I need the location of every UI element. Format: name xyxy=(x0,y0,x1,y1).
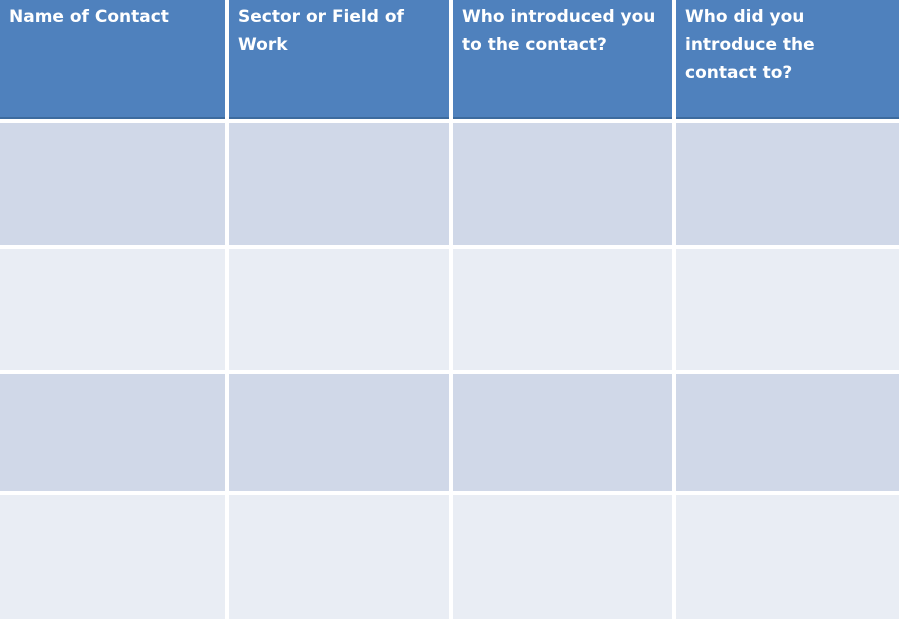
table-cell[interactable] xyxy=(0,123,225,245)
table-row xyxy=(0,495,899,619)
table-row xyxy=(0,123,899,245)
column-header-name-of-contact: Name of Contact xyxy=(0,0,225,119)
table-cell[interactable] xyxy=(676,123,899,245)
table-cell[interactable] xyxy=(229,495,449,619)
column-header-who-introduced-you: Who introduced you to the contact? xyxy=(453,0,672,119)
table-cell[interactable] xyxy=(0,495,225,619)
table-cell[interactable] xyxy=(453,249,672,370)
table-cell[interactable] xyxy=(676,249,899,370)
table-cell[interactable] xyxy=(229,123,449,245)
table-cell[interactable] xyxy=(229,249,449,370)
table-header-row: Name of Contact Sector or Field of Work … xyxy=(0,0,899,119)
table-cell[interactable] xyxy=(453,123,672,245)
table-cell[interactable] xyxy=(0,249,225,370)
column-header-sector-or-field-of-work: Sector or Field of Work xyxy=(229,0,449,119)
table-cell[interactable] xyxy=(676,374,899,491)
table-cell[interactable] xyxy=(0,374,225,491)
table-cell[interactable] xyxy=(453,495,672,619)
table-row xyxy=(0,374,899,491)
table-cell[interactable] xyxy=(229,374,449,491)
table-cell[interactable] xyxy=(676,495,899,619)
table-row xyxy=(0,249,899,370)
table-cell[interactable] xyxy=(453,374,672,491)
column-header-who-did-you-introduce: Who did you introduce the contact to? xyxy=(676,0,899,119)
